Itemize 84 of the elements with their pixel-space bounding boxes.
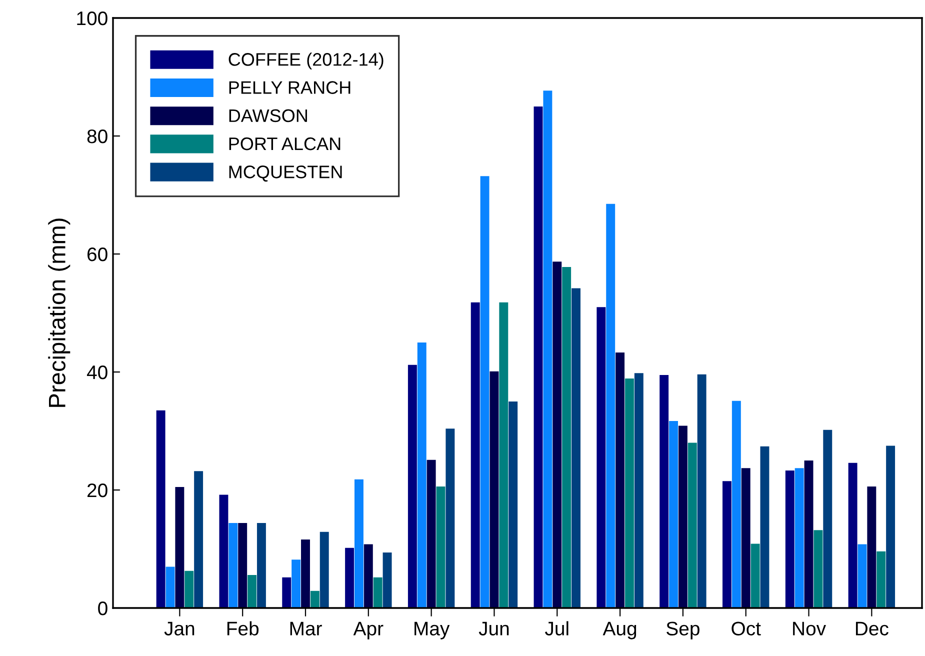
x-tick-label: Apr [353,622,384,640]
y-axis-title: Precipitation (mm) [48,218,70,407]
bar [417,342,426,608]
bar [669,420,678,608]
bar [634,373,644,608]
bar [543,90,552,608]
bar [596,307,606,608]
bar [219,494,228,608]
bar [470,302,480,608]
bar [823,430,832,608]
bar [480,176,490,608]
x-tick-label: Jan [164,622,194,636]
bar [688,442,697,608]
legend-label: PORT ALCAN [229,137,340,150]
bar [320,532,329,608]
bar [814,530,823,608]
bar [301,540,310,608]
x-tick-label: Dec [856,622,888,636]
bar [373,577,382,608]
bar [446,428,455,608]
bar [292,560,301,608]
bar [858,544,867,608]
bar [184,570,194,608]
x-tick-label: Jul [545,621,568,636]
bar [616,352,625,608]
bar [248,574,257,608]
bar [785,470,794,608]
x-tick-label: Aug [602,622,636,640]
bar [741,468,750,608]
bar [490,371,499,608]
bar [166,566,175,608]
bar [624,378,634,608]
bar [508,402,518,608]
x-tick-label: Nov [793,622,826,636]
y-tick-label: 100 [77,11,108,26]
bar [867,486,876,608]
bar [256,523,266,608]
bar [732,400,741,608]
x-tick-label: Jun [478,622,509,636]
x-tick-label: Sep [666,622,700,640]
bar [436,486,446,608]
bar [750,544,760,608]
legend-label: MCQUESTEN [229,166,342,182]
bar [552,262,562,608]
bar [364,544,373,608]
x-tick-label: Oct [732,622,761,636]
bar [228,523,238,608]
bar [678,426,688,608]
bar [354,479,364,608]
y-tick-label: 40 [86,365,108,380]
x-tick-label: Mar [290,622,322,636]
bar [722,481,732,608]
bar [562,266,572,608]
y-tick-label: 80 [87,129,108,144]
bar [238,523,248,608]
bar [572,288,580,608]
bar [606,204,616,608]
y-tick-label: 20 [87,483,108,498]
y-tick-label: 0 [98,601,108,616]
bar [310,590,320,608]
bar [282,577,292,608]
bar [760,446,770,608]
bar [534,106,543,608]
bar [794,468,804,608]
x-tick-label: May [414,622,450,640]
bar [848,462,858,608]
bar [697,374,706,608]
bar [886,446,896,608]
legend-label: DAWSON [229,109,307,122]
bar [876,551,886,608]
bar [426,460,436,608]
bar [175,487,184,608]
y-tick-label: 60 [88,247,108,262]
bar [660,374,669,608]
bar [804,460,814,608]
x-tick-label: Feb [227,621,259,636]
legend-label: COFFEE (2012-14) [228,52,384,70]
bar [194,471,204,608]
bar [345,548,354,608]
bar [408,364,417,608]
bar [156,410,166,608]
bar [499,302,508,608]
legend-label: PELLY RANCH [229,81,350,94]
bar [382,552,392,608]
